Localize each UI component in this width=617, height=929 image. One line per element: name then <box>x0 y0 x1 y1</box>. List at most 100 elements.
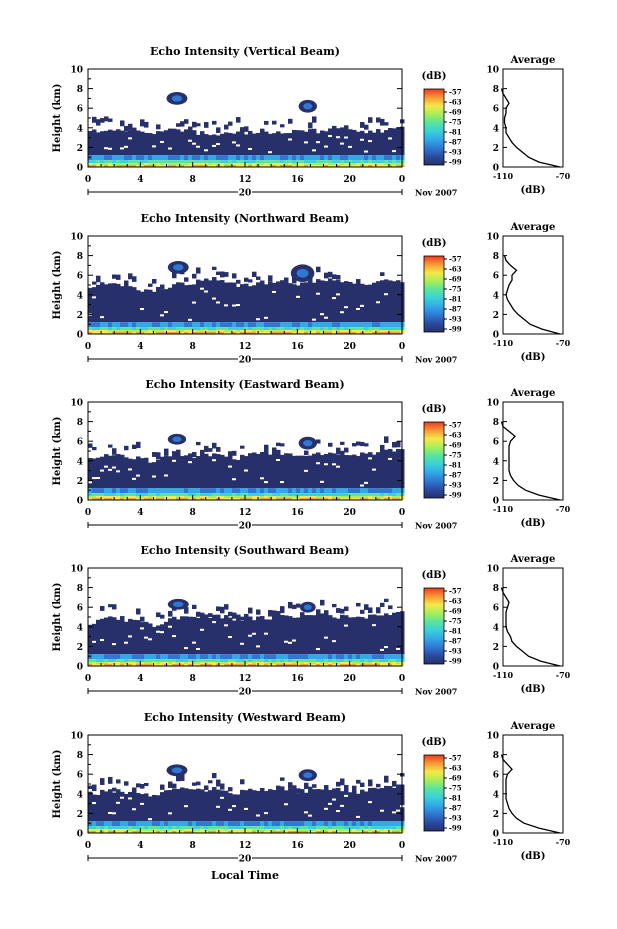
echo-layer-low <box>344 160 349 164</box>
echo-layer-low <box>380 826 385 830</box>
echo-layer-upper <box>244 283 249 323</box>
echo-gap <box>196 647 201 650</box>
echo-layer-surface <box>316 829 321 832</box>
echo-layer-surface <box>368 829 373 832</box>
echo-speckle <box>112 448 117 455</box>
echo-layer-upper <box>376 615 381 655</box>
echo-layer-ground <box>340 664 345 666</box>
echo-layer-upper <box>252 285 257 323</box>
echo-layer-low <box>388 659 393 663</box>
echo-layer-upper <box>104 284 109 323</box>
echo-layer-upper <box>328 615 333 655</box>
echo-layer-surface <box>356 829 361 832</box>
echo-layer-ground <box>336 498 341 500</box>
echo-layer-mid <box>180 322 185 328</box>
echo-gap <box>192 301 197 304</box>
colorbar-tick-label: -99 <box>449 158 462 167</box>
echo-layer-upper <box>236 794 241 822</box>
echo-layer-low <box>184 659 189 663</box>
echo-gap <box>252 632 257 635</box>
echo-layer-mid <box>244 821 249 827</box>
echo-layer-upper <box>264 131 269 156</box>
echo-layer-surface <box>336 163 341 166</box>
echo-layer-surface <box>160 662 165 665</box>
echo-speckle <box>200 449 205 454</box>
echo-layer-mid <box>384 654 389 660</box>
echo-layer-upper <box>108 789 113 822</box>
echo-layer-low <box>252 493 257 497</box>
echo-gap <box>236 144 241 147</box>
echo-layer-mid <box>240 155 245 161</box>
echo-speckle <box>224 604 229 610</box>
echo-layer-upper <box>188 453 193 489</box>
profile-x-label: (dB) <box>521 684 546 695</box>
echo-layer-upper <box>372 132 377 156</box>
echo-layer-low <box>136 826 141 830</box>
echo-speckle <box>100 118 105 123</box>
echo-layer-ground <box>124 332 129 334</box>
echo-layer-upper <box>208 456 213 489</box>
echo-layer-surface <box>260 496 265 499</box>
echo-layer-surface <box>260 163 265 166</box>
echo-layer-ground <box>176 165 181 167</box>
echo-layer-mid <box>108 654 113 660</box>
echo-layer-surface <box>168 496 173 499</box>
echo-layer-surface <box>88 330 93 333</box>
echo-layer-upper <box>256 790 261 822</box>
echo-layer-upper <box>296 285 301 323</box>
echo-layer-surface <box>96 496 101 499</box>
echo-layer-low <box>172 659 177 663</box>
echo-layer-low <box>276 493 281 497</box>
echo-speckle <box>192 121 197 128</box>
echo-layer-low <box>180 659 185 663</box>
echo-layer-low <box>320 327 325 331</box>
x-tick-label: 4 <box>137 508 143 518</box>
echo-layer-low <box>396 327 401 331</box>
echo-layer-surface <box>320 163 325 166</box>
echo-layer-mid <box>292 155 297 161</box>
echo-layer-low <box>180 327 185 331</box>
echo-layer-mid <box>168 654 173 660</box>
echo-layer-mid <box>360 155 365 161</box>
echo-layer-ground <box>144 498 149 500</box>
x-axis-label-local-time: Local Time <box>211 869 279 882</box>
echo-layer-mid <box>276 821 281 827</box>
echo-layer-upper <box>328 278 333 323</box>
echo-layer-upper <box>204 614 209 655</box>
echo-gap <box>264 812 269 815</box>
echo-layer-mid <box>184 322 189 328</box>
echo-layer-low <box>364 493 369 497</box>
echo-layer-surface <box>124 662 129 665</box>
echo-layer-upper <box>180 131 185 156</box>
echo-layer-low <box>100 160 105 164</box>
echo-layer-mid <box>148 155 153 161</box>
echo-layer-ground <box>176 332 181 334</box>
echo-gap <box>120 796 125 799</box>
echo-layer-ground <box>332 498 337 500</box>
echo-layer-upper <box>356 282 361 323</box>
echo-layer-low <box>92 659 97 663</box>
echo-layer-surface <box>380 330 385 333</box>
echo-layer-low <box>120 327 125 331</box>
echo-speckle <box>232 612 237 619</box>
echo-layer-ground <box>108 498 113 500</box>
profile-title: Average <box>510 55 556 66</box>
echo-layer-surface <box>104 496 109 499</box>
echo-layer-upper <box>284 453 289 489</box>
echo-layer-upper <box>156 459 161 489</box>
panel-title: Echo Intensity (Vertical Beam) <box>150 45 340 58</box>
echo-speckle <box>240 127 245 133</box>
echo-layer-surface <box>344 829 349 832</box>
echo-layer-low <box>340 160 345 164</box>
x-tick-label: 0 <box>399 175 405 185</box>
echo-layer-low <box>240 327 245 331</box>
echo-layer-ground <box>396 831 401 833</box>
echo-layer-mid <box>260 155 265 161</box>
echo-layer-surface <box>396 163 401 166</box>
echo-layer-surface <box>288 829 293 832</box>
echo-layer-ground <box>280 332 285 334</box>
echo-layer-low <box>280 659 285 663</box>
echo-layer-surface <box>368 163 373 166</box>
echo-layer-low <box>224 659 229 663</box>
echo-speckle <box>392 780 397 787</box>
